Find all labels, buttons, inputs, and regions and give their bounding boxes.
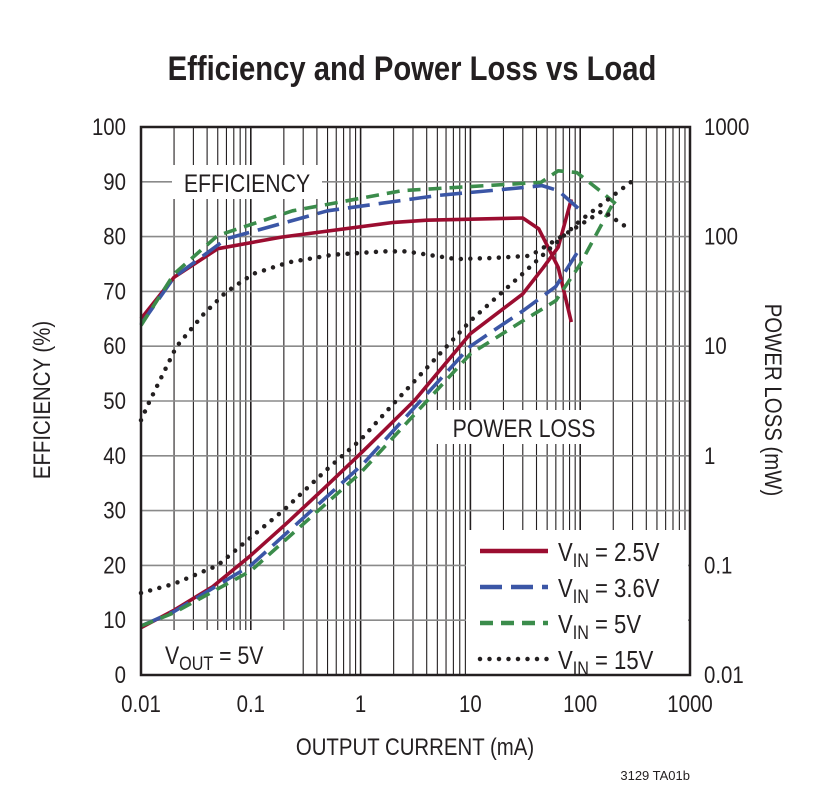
- x-tick-label: 1: [355, 690, 366, 717]
- power-loss-line-series-2: [140, 201, 615, 628]
- efficiency-label: EFFICIENCY: [184, 169, 310, 197]
- y2-tick-label: 0.1: [704, 552, 732, 579]
- legend-entry-label: VIN = 5V: [558, 610, 641, 643]
- y2-tick-label: 1: [704, 442, 715, 469]
- series-group: [138, 169, 635, 630]
- y-tick-label: 0: [115, 661, 126, 688]
- power-loss-label: POWER LOSS: [453, 414, 596, 442]
- y2-tick-label: 10: [704, 333, 727, 360]
- legend-entry-label: VIN = 3.6V: [558, 574, 659, 607]
- y-tick-label: 100: [92, 113, 126, 140]
- y-tick-label: 70: [103, 278, 126, 305]
- y2-axis-title: POWER LOSS (mW): [760, 304, 787, 497]
- tick-labels: 0.01 0.1 1 10 100 100001020304050607080901000…: [92, 113, 749, 717]
- x-tick-label: 100: [563, 690, 597, 717]
- y-tick-label: 10: [103, 607, 126, 634]
- efficiency-line-series-2: [139, 169, 617, 327]
- y-tick-label: 30: [103, 497, 126, 524]
- y-axis-title: EFFICIENCY (%): [28, 321, 55, 479]
- x-tick-label: 0.01: [121, 690, 161, 717]
- power-loss-line-series-3: [138, 178, 635, 596]
- power-loss-label-bg: [436, 410, 612, 444]
- x-tick-label: 1000: [667, 690, 712, 717]
- y-tick-label: 80: [103, 223, 126, 250]
- y-tick-label: 90: [103, 168, 126, 195]
- figure-footer: 3129 TA01b: [620, 768, 690, 783]
- y-tick-label: 20: [103, 552, 126, 579]
- annotation-labels: EFFICIENCY POWER LOSS VOUT = 5V: [152, 165, 688, 674]
- vout-label: VOUT = 5V: [165, 641, 264, 674]
- y-tick-label: 60: [103, 333, 126, 360]
- efficiency-line-series-3: [138, 208, 629, 423]
- y2-tick-label: 100: [704, 223, 738, 250]
- efficiency-line-series-1: [139, 183, 581, 326]
- y2-tick-label: 1000: [704, 113, 749, 140]
- vout-label-bg: [152, 630, 294, 674]
- y-tick-label: 40: [103, 442, 126, 469]
- efficiency-label-bg: [172, 165, 322, 199]
- plot-frame: [139, 125, 692, 677]
- legend-bg: [466, 530, 688, 674]
- x-tick-label: 10: [459, 690, 482, 717]
- x-axis-title: OUTPUT CURRENT (mA): [296, 733, 534, 760]
- legend-entry-label: VIN = 2.5V: [558, 538, 659, 571]
- y-tick-label: 50: [103, 387, 126, 414]
- y2-tick-label: 0.01: [704, 661, 744, 688]
- chart-title: Efficiency and Power Loss vs Load: [168, 49, 657, 88]
- x-tick-label: 0.1: [237, 690, 265, 717]
